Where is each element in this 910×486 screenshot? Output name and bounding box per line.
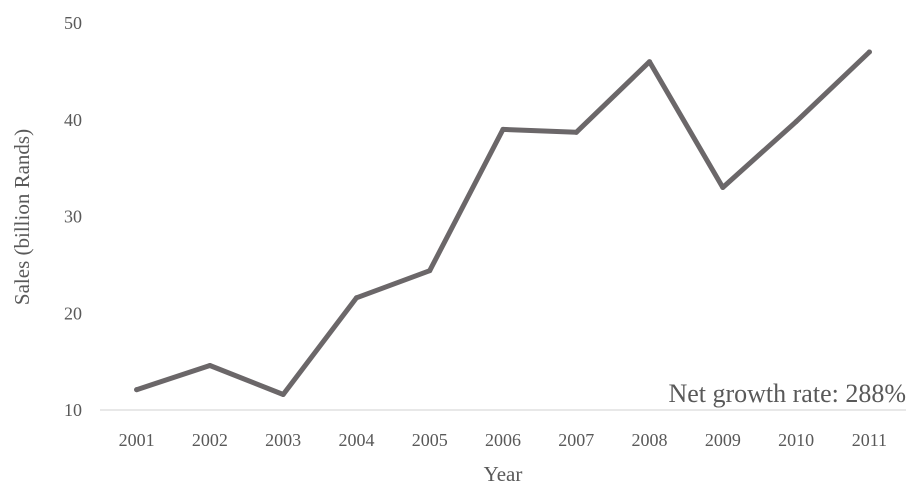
data-point xyxy=(353,295,359,301)
data-point xyxy=(793,119,799,125)
sales-series-line xyxy=(134,49,872,397)
data-point xyxy=(280,392,286,398)
y-tick-label: 50 xyxy=(64,13,82,33)
y-tick-label: 40 xyxy=(64,110,82,130)
y-axis-ticks: 10 20 30 40 50 xyxy=(64,13,82,420)
data-point xyxy=(207,362,213,368)
x-tick-label: 2002 xyxy=(192,430,228,450)
data-point xyxy=(134,387,140,393)
data-point xyxy=(573,129,579,135)
x-tick-label: 2007 xyxy=(558,430,594,450)
y-tick-label: 20 xyxy=(64,303,82,323)
x-tick-label: 2001 xyxy=(119,430,155,450)
net-growth-annotation: Net growth rate: 288% xyxy=(668,379,906,408)
x-tick-label: 2009 xyxy=(705,430,741,450)
x-tick-label: 2006 xyxy=(485,430,521,450)
x-tick-label: 2010 xyxy=(778,430,814,450)
data-point xyxy=(500,126,506,132)
data-point xyxy=(427,268,433,274)
x-tick-label: 2011 xyxy=(852,430,887,450)
y-axis-title: Sales (billion Rands) xyxy=(10,129,34,305)
data-point xyxy=(647,59,653,65)
x-axis-ticks: 2001 2002 2003 2004 2005 2006 2007 2008 2009 2010… xyxy=(119,430,887,450)
x-tick-label: 2003 xyxy=(265,430,301,450)
x-tick-label: 2004 xyxy=(338,430,374,450)
data-point xyxy=(720,184,726,190)
x-axis-title: Year xyxy=(484,462,523,486)
data-point xyxy=(866,49,872,55)
data-points xyxy=(134,49,872,398)
y-tick-label: 30 xyxy=(64,207,82,227)
x-tick-label: 2008 xyxy=(632,430,668,450)
x-tick-label: 2005 xyxy=(412,430,448,450)
y-tick-label: 10 xyxy=(64,400,82,420)
